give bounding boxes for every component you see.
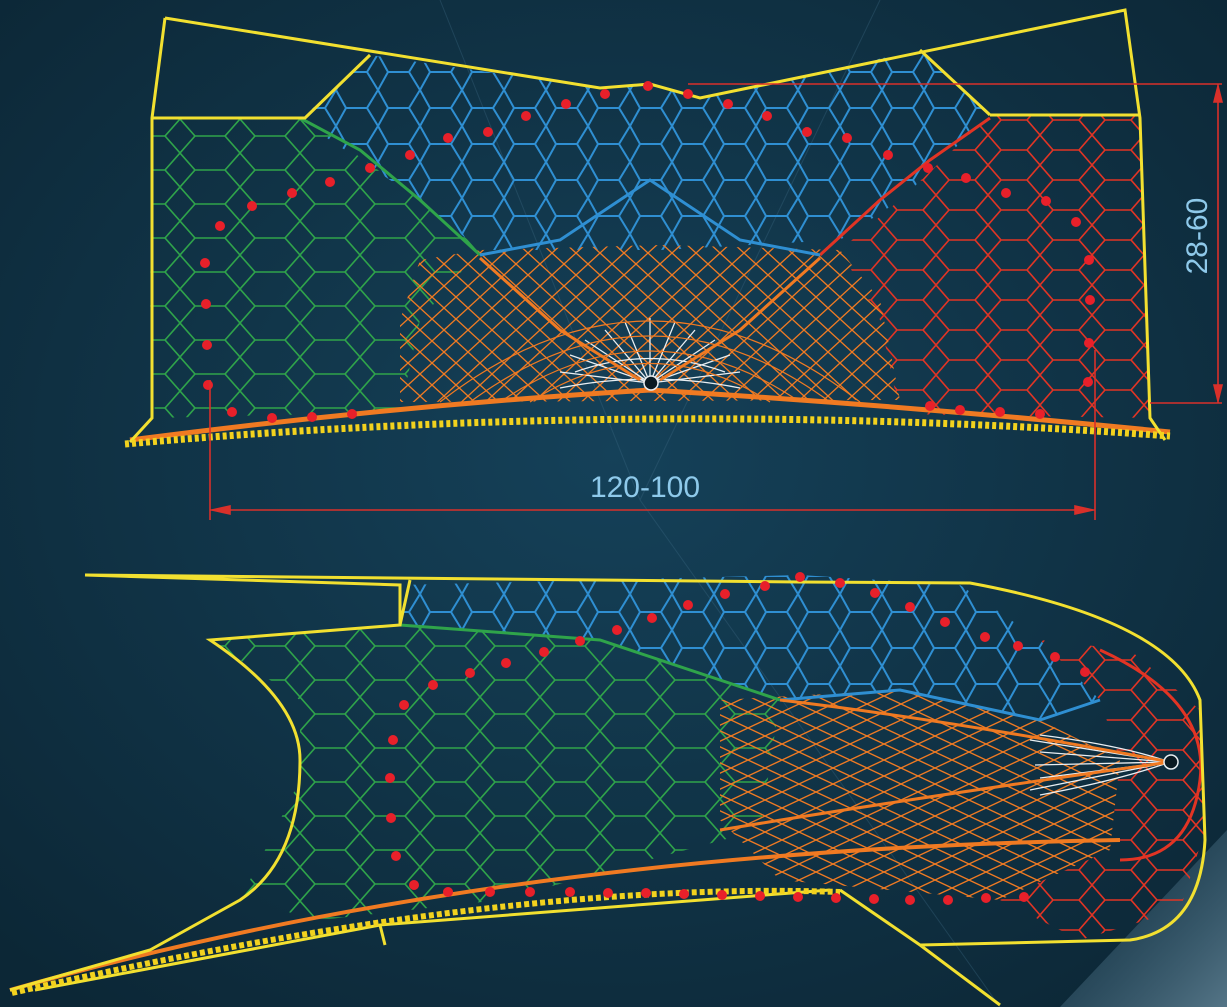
top-blue-panel <box>300 50 990 250</box>
side-blue-panel <box>400 575 1100 720</box>
height-dimension <box>688 83 1224 404</box>
side-frame-outline <box>9 573 1207 1007</box>
top-floats <box>200 81 1095 423</box>
side-floats <box>385 572 1090 905</box>
side-panel-seams <box>9 623 1203 992</box>
side-green-panel <box>210 625 780 920</box>
top-red-panel <box>840 115 1150 418</box>
top-green-panel <box>150 118 480 418</box>
top-frame-outline <box>128 8 1167 444</box>
side-view <box>9 572 1207 1007</box>
side-red-panel <box>1000 640 1205 940</box>
height-dimension-label: 28-60 <box>1181 198 1214 275</box>
top-cod-end-icon <box>643 375 659 391</box>
top-footrope <box>124 415 1171 448</box>
top-view: 28-60 120-100 <box>124 8 1224 520</box>
side-cod-end-icon <box>1163 754 1179 770</box>
width-dimension-label: 120-100 <box>590 471 700 504</box>
side-footrope <box>11 887 841 996</box>
top-orange-fan <box>439 320 861 403</box>
side-orange-panel <box>720 690 1120 900</box>
width-dimension <box>209 350 1096 520</box>
